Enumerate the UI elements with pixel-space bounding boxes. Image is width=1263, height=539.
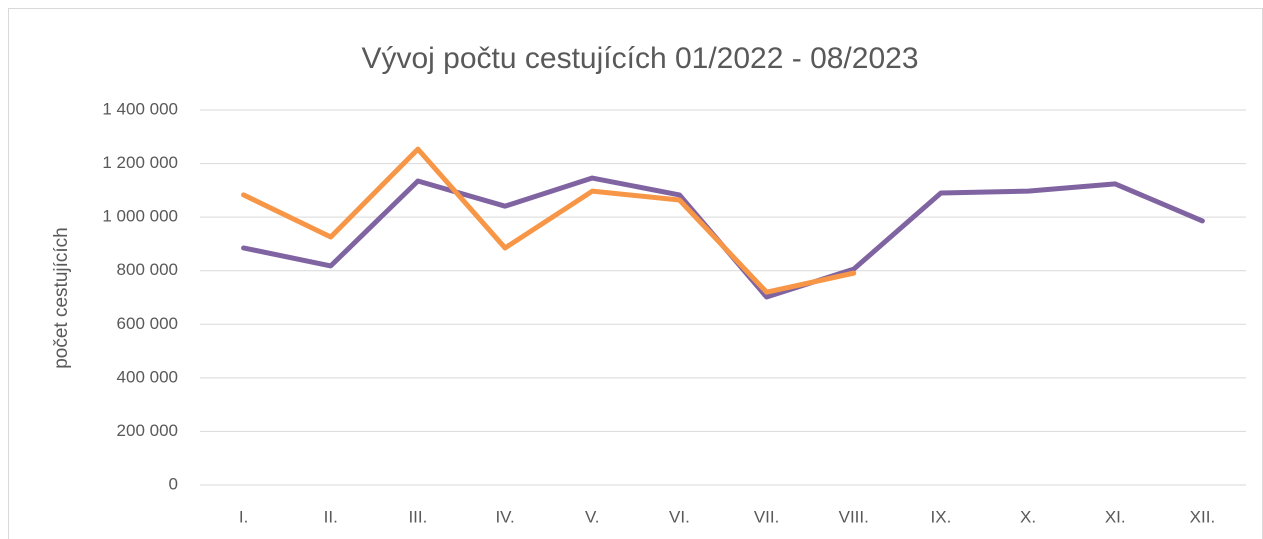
x-tick-label: VII. xyxy=(754,507,780,526)
x-tick-label: I. xyxy=(239,507,248,526)
y-tick-label: 600 000 xyxy=(117,314,178,333)
x-tick-label: III. xyxy=(408,507,427,526)
y-tick-label: 1 200 000 xyxy=(102,153,178,172)
y-tick-label: 0 xyxy=(169,474,178,493)
x-tick-label: II. xyxy=(324,507,338,526)
y-tick-label: 400 000 xyxy=(117,367,178,386)
x-tick-label: V. xyxy=(585,507,600,526)
x-tick-label: VI. xyxy=(669,507,690,526)
y-axis-title: počet cestujících xyxy=(51,227,72,369)
series-line xyxy=(241,175,1205,300)
series-line xyxy=(241,146,857,295)
y-tick-label: 1 000 000 xyxy=(102,207,178,226)
x-tick-label: XI. xyxy=(1105,507,1126,526)
chart-title: Vývoj počtu cestujících 01/2022 - 08/202… xyxy=(361,42,918,75)
x-tick-label: IV. xyxy=(495,507,514,526)
y-tick-label: 800 000 xyxy=(117,260,178,279)
chart-frame xyxy=(8,8,1263,539)
x-tick-label: VIII. xyxy=(839,507,869,526)
y-tick-label: 200 000 xyxy=(117,421,178,440)
x-tick-label: X. xyxy=(1020,507,1036,526)
x-tick-label: IX. xyxy=(931,507,952,526)
y-tick-label: 1 400 000 xyxy=(102,99,178,118)
x-tick-label: XII. xyxy=(1190,507,1216,526)
